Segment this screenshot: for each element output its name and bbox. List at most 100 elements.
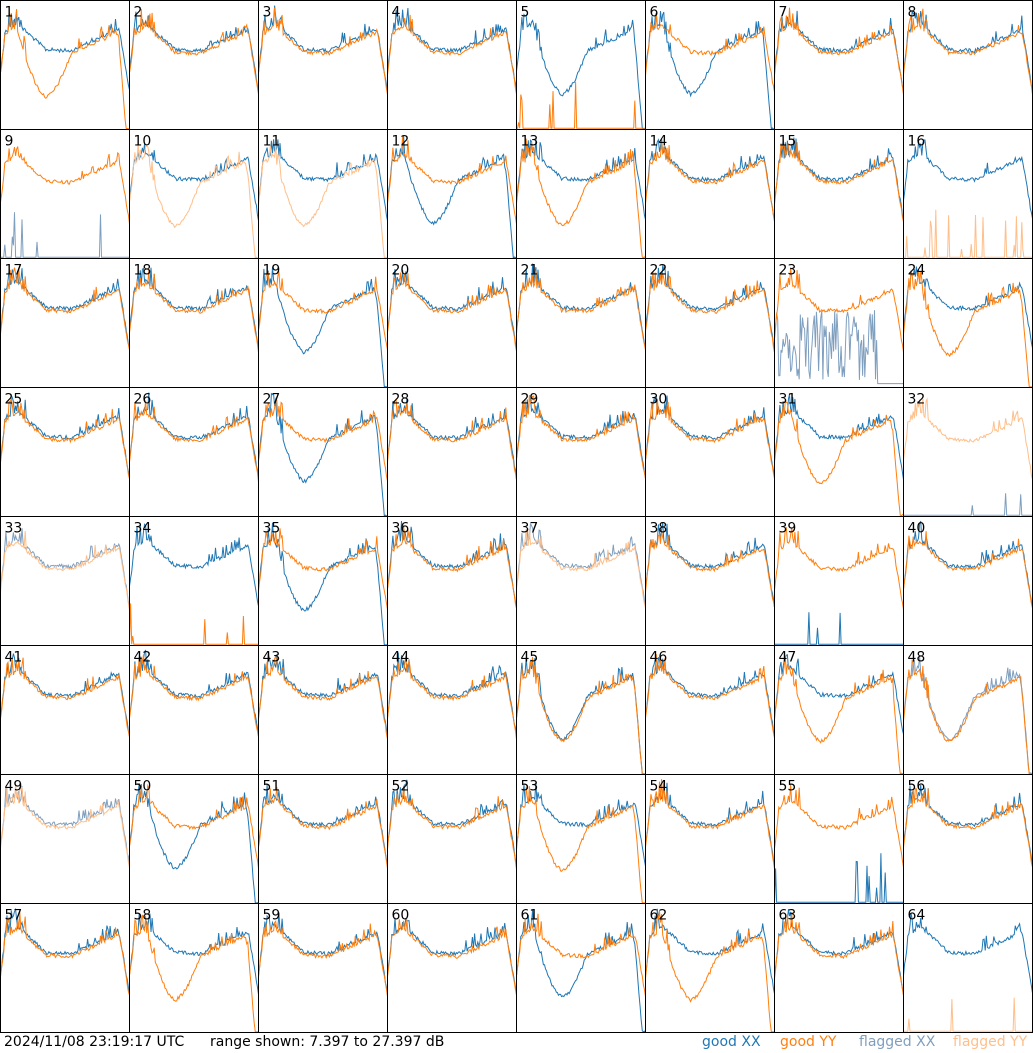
series-xx-line — [516, 781, 646, 867]
antenna-panel: 34 — [129, 516, 259, 646]
series-xx-line — [903, 912, 1033, 994]
panel-label: 34 — [134, 521, 152, 537]
antenna-panel: 41 — [0, 645, 130, 775]
series-yy-line — [516, 528, 646, 608]
panel-label: 55 — [779, 779, 797, 795]
series-yy-line — [0, 146, 130, 225]
antenna-panel: 2 — [129, 0, 259, 130]
legend-good-yy: good YY — [780, 1034, 837, 1050]
series-xx-line — [645, 657, 775, 736]
series-yy-line — [516, 81, 646, 129]
panel-label: 1 — [5, 5, 14, 21]
legend-flagged-xx: flagged XX — [859, 1034, 936, 1050]
series-yy-line — [0, 398, 130, 480]
antenna-panel: 33 — [0, 516, 130, 646]
panel-label: 53 — [521, 779, 539, 795]
antenna-panel: 57 — [0, 903, 130, 1033]
series-xx-line — [129, 913, 259, 995]
series-yy-line — [129, 783, 259, 869]
panel-label: 23 — [779, 263, 797, 279]
series-yy-line — [645, 271, 775, 353]
antenna-panel: 29 — [516, 387, 646, 517]
panel-label: 42 — [134, 650, 152, 666]
panel-label: 44 — [392, 650, 410, 666]
series-xx-line — [903, 493, 1033, 516]
antenna-panel: 22 — [645, 258, 775, 388]
series-yy-line — [129, 603, 259, 645]
panel-label: 22 — [650, 263, 668, 279]
series-xx-line — [903, 266, 1033, 349]
series-xx-line — [258, 267, 388, 388]
series-xx-line — [129, 783, 259, 904]
series-yy-line — [645, 654, 775, 739]
series-yy-line — [516, 786, 646, 904]
series-xx-line — [258, 653, 388, 735]
series-yy-line — [387, 14, 517, 95]
antenna-panel: 14 — [645, 129, 775, 259]
series-yy-line — [0, 530, 130, 611]
series-yy-line — [0, 784, 130, 868]
antenna-panel: 59 — [258, 903, 388, 1033]
panel-label: 56 — [908, 779, 926, 795]
antenna-panel: 19 — [258, 258, 388, 388]
antenna-panel: 23 — [774, 258, 904, 388]
series-xx-line — [0, 528, 130, 608]
panel-label: 10 — [134, 134, 152, 150]
antenna-panel: 48 — [903, 645, 1033, 776]
panel-label: 51 — [263, 779, 281, 795]
series-xx-line — [774, 853, 904, 903]
antenna-panel: 20 — [387, 258, 517, 388]
series-xx-line — [774, 137, 904, 220]
panel-label: 41 — [5, 650, 23, 666]
series-xx-line — [0, 268, 130, 349]
series-yy-line — [903, 270, 1033, 388]
series-xx-line — [129, 267, 259, 349]
antenna-panel: 15 — [774, 129, 904, 259]
antenna-panel: 63 — [774, 903, 904, 1033]
series-xx-line — [645, 11, 775, 130]
panel-frame — [645, 0, 775, 130]
panel-label: 25 — [5, 392, 23, 408]
series-yy-line — [387, 919, 517, 996]
series-xx-line — [903, 10, 1033, 90]
antenna-panel: 28 — [387, 387, 517, 517]
series-xx-line — [0, 212, 130, 258]
antenna-panel: 27 — [258, 387, 388, 517]
series-xx-line — [774, 394, 904, 480]
antenna-panel: 40 — [903, 516, 1033, 646]
antenna-panel: 16 — [903, 129, 1033, 259]
series-yy-line — [774, 142, 904, 222]
panel-label: 48 — [908, 650, 926, 666]
series-yy-line — [516, 138, 646, 259]
series-yy-line — [129, 8, 259, 95]
series-xx-line — [258, 5, 388, 92]
panel-label: 62 — [650, 908, 668, 924]
antenna-panel: 4 — [387, 0, 517, 130]
series-yy-line — [516, 270, 646, 351]
panel-label: 24 — [908, 263, 926, 279]
series-xx-line — [129, 523, 259, 607]
series-xx-line — [516, 657, 646, 775]
antenna-panel: 26 — [129, 387, 259, 517]
antenna-panel: 50 — [129, 774, 259, 904]
panel-label: 39 — [779, 521, 797, 537]
antenna-panel: 30 — [645, 387, 775, 517]
panel-label: 28 — [392, 392, 410, 408]
series-yy-line — [774, 526, 904, 610]
series-xx-line — [0, 395, 130, 477]
series-yy-line — [0, 267, 130, 351]
antenna-panel: 44 — [387, 645, 517, 775]
series-yy-line — [0, 9, 130, 130]
antenna-panel: 6 — [645, 0, 775, 130]
panel-label: 5 — [521, 5, 530, 21]
series-yy-line — [258, 144, 388, 259]
series-yy-line — [387, 397, 517, 481]
panel-label: 64 — [908, 908, 926, 924]
panel-label: 8 — [908, 5, 917, 21]
series-yy-line — [903, 209, 1033, 258]
panel-label: 63 — [779, 908, 797, 924]
antenna-panel: 38 — [645, 516, 775, 646]
series-xx-line — [258, 139, 388, 221]
panel-label: 18 — [134, 263, 152, 279]
panel-label: 37 — [521, 521, 539, 537]
